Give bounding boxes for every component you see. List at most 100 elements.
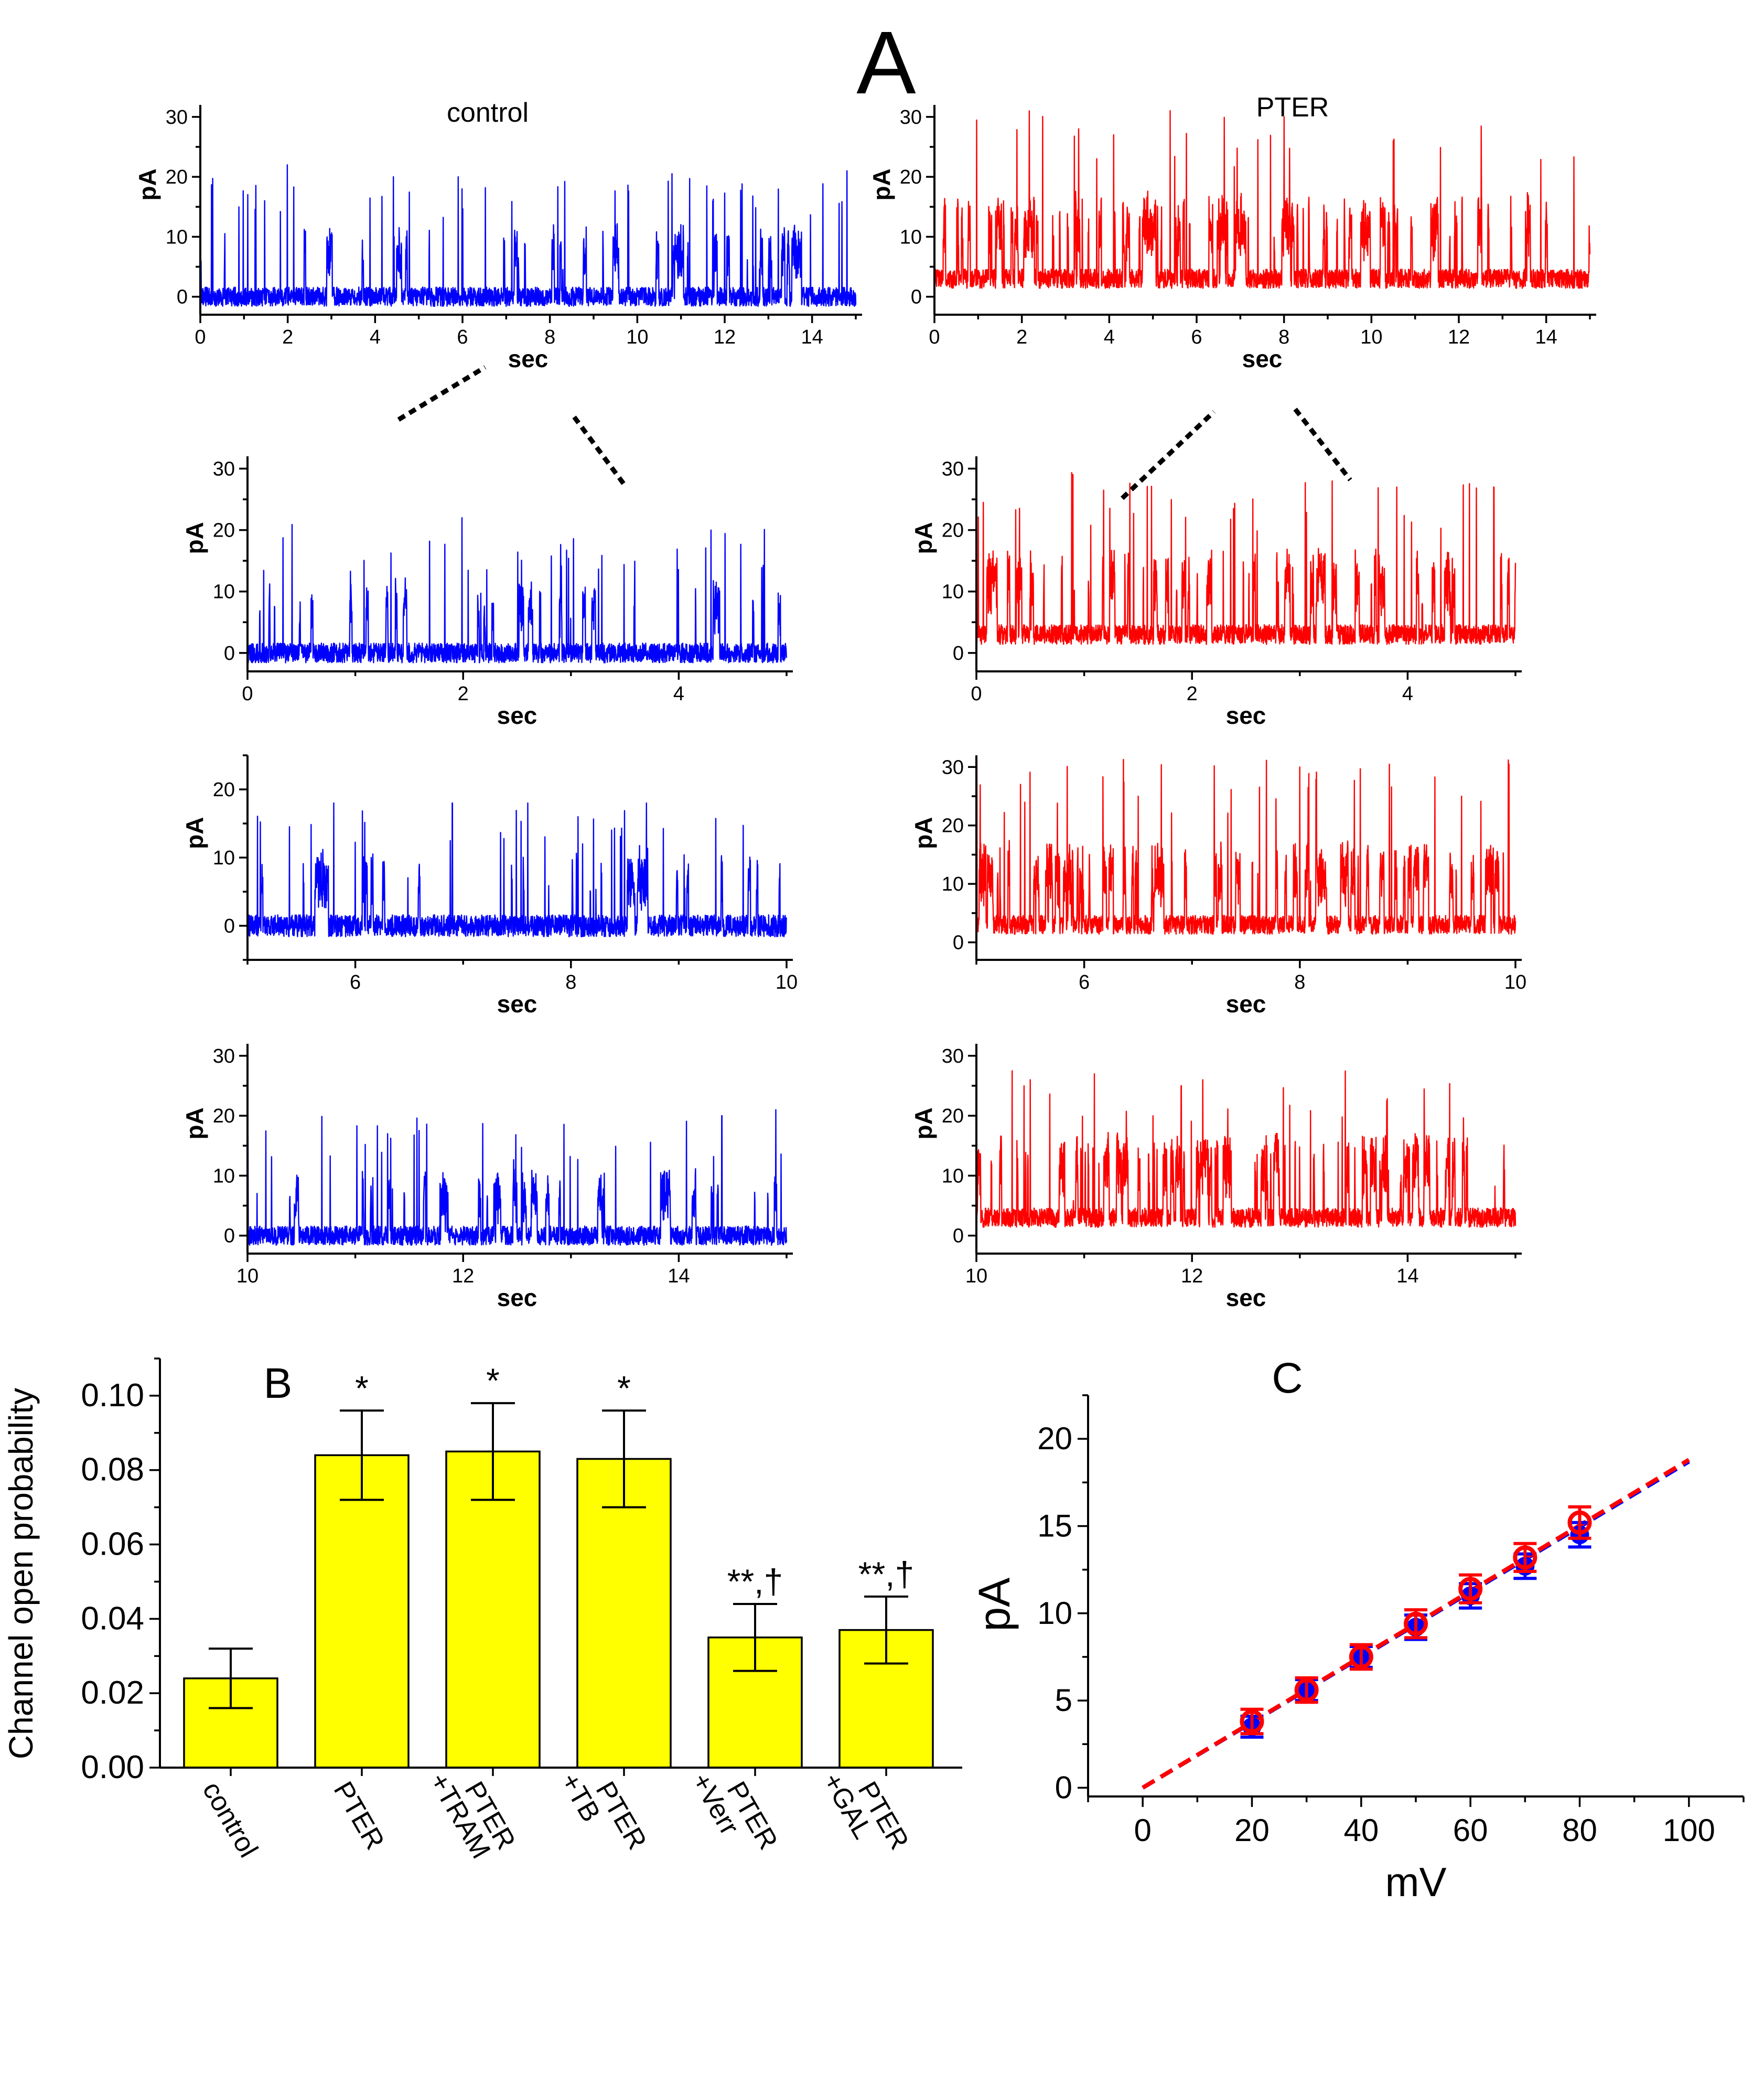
x-tick-label: 0 [195, 326, 206, 348]
x-tick-label: 12 [1448, 326, 1470, 348]
significance-marker: * [617, 1368, 631, 1407]
x-tick-label: 100 [1663, 1813, 1715, 1848]
y-tick-label: 0.10 [81, 1377, 144, 1414]
y-tick-label: 10 [942, 581, 964, 603]
x-tick-label: 80 [1562, 1813, 1597, 1848]
y-tick-label: 30 [942, 1045, 964, 1067]
x-tick-label: 0 [242, 683, 253, 705]
x-tick-label: 6 [350, 971, 361, 993]
x-tick-label: 10 [1504, 971, 1526, 993]
y-tick-label: 10 [213, 581, 235, 603]
category-label: PTER+Verr [685, 1755, 783, 1868]
y-tick-label: 30 [942, 756, 964, 778]
current-trace [199, 164, 857, 307]
y-axis-label: pA [134, 168, 161, 200]
x-axis-label: mV [1385, 1859, 1447, 1905]
significance-marker: * [486, 1361, 500, 1400]
x-tick-label: 14 [801, 326, 823, 348]
x-tick-label: 8 [1278, 326, 1289, 348]
panel-c-label: C [1272, 1354, 1303, 1402]
y-tick-label: 30 [166, 106, 188, 129]
y-tick-label: 30 [900, 106, 922, 129]
x-tick-label: 8 [544, 326, 555, 348]
y-tick-label: 0.00 [81, 1749, 144, 1785]
x-tick-label: 8 [1294, 971, 1305, 993]
y-axis-label: pA [868, 168, 895, 200]
category-label: PTER+TB [554, 1755, 652, 1868]
y-axis-label: pA [910, 522, 937, 554]
x-tick-label: 10 [965, 1265, 987, 1287]
point-pter [1458, 1577, 1483, 1601]
y-tick-label: 20 [213, 520, 235, 542]
x-tick-label: 4 [1402, 683, 1413, 705]
point-pter [1294, 1678, 1319, 1703]
current-trace [246, 517, 788, 664]
y-axis-label: pA [910, 817, 937, 849]
x-tick-label: 40 [1343, 1813, 1379, 1848]
x-tick-label: 4 [673, 683, 684, 705]
y-tick-label: 0 [177, 286, 188, 308]
x-axis-label: sec [497, 702, 537, 729]
x-tick-label: 12 [452, 1265, 474, 1287]
x-tick-label: 60 [1453, 1813, 1488, 1848]
y-tick-label: 0.04 [81, 1600, 144, 1636]
x-tick-label: 20 [1234, 1813, 1270, 1848]
zoom-dash-control-left [397, 365, 487, 422]
x-tick-label: 10 [1360, 326, 1382, 348]
trace-plot-control-full: 0 2 4 6 8 10 12 14 0 10 20 30 sec pA [134, 105, 862, 372]
x-tick-label: 10 [236, 1265, 259, 1287]
zoom-dash-pter-left [1120, 410, 1216, 500]
x-axis-label: sec [1226, 702, 1266, 729]
pter-title: PTER [1256, 92, 1329, 123]
current-trace [933, 110, 1591, 289]
y-axis-label: pA [181, 522, 208, 554]
y-tick-label: 20 [900, 166, 922, 188]
trace-plot-control-5-10s: 6 8 10 0 10 20 sec pA [181, 754, 798, 1018]
x-tick-label: 12 [1181, 1265, 1203, 1287]
current-trace [975, 472, 1516, 645]
x-tick-label: 12 [714, 326, 736, 348]
significance-marker: **,† [858, 1555, 914, 1593]
trace-plot-pter-full: 0 2 4 6 8 10 12 14 0 10 20 30 sec pA [868, 105, 1596, 372]
x-tick-label: 6 [457, 326, 468, 348]
x-tick-label: 14 [668, 1265, 690, 1287]
category-label-line: +TB [554, 1768, 606, 1827]
x-tick-label: 4 [370, 326, 381, 348]
zoom-dash-pter-right [1293, 408, 1352, 482]
y-tick-label: 0 [953, 1225, 964, 1247]
category-label-line: PTER [328, 1777, 391, 1855]
x-tick-label: 2 [282, 326, 293, 348]
y-tick-label: 0 [1055, 1770, 1072, 1805]
y-tick-label: 0 [224, 915, 235, 937]
y-tick-label: 20 [942, 815, 964, 837]
x-tick-label: 2 [458, 683, 469, 705]
y-axis-label: Channel open probability [2, 1388, 40, 1759]
x-tick-label: 8 [565, 971, 576, 993]
y-tick-label: 0 [224, 1225, 235, 1247]
x-axis-label: sec [508, 345, 548, 372]
x-axis-label: sec [497, 1284, 537, 1311]
category-label: control [197, 1777, 264, 1863]
category-label: PTER [328, 1777, 391, 1855]
panel-a-label: A [856, 13, 916, 113]
current-trace [246, 1109, 788, 1246]
point-pter [1349, 1644, 1373, 1669]
point-pter [1567, 1510, 1592, 1535]
y-tick-label: 10 [942, 873, 964, 895]
y-tick-label: 15 [1037, 1508, 1072, 1543]
y-tick-label: 0.06 [81, 1526, 144, 1563]
y-tick-label: 0 [911, 286, 922, 308]
y-tick-label: 20 [213, 1105, 235, 1127]
y-tick-label: 0.02 [81, 1675, 144, 1711]
y-axis-label: pA [181, 817, 208, 849]
x-tick-label: 2 [1187, 683, 1198, 705]
x-tick-label: 10 [626, 326, 648, 348]
category-label: PTER+GAL [816, 1755, 915, 1868]
x-tick-label: 14 [1396, 1265, 1418, 1287]
y-tick-label: 10 [213, 847, 235, 869]
x-axis-label: sec [497, 990, 537, 1018]
iv-scatter-plot: 0 20 40 60 80 100 0 5 10 15 20 mV pA [970, 1394, 1745, 1905]
zoom-dash-control-right [572, 415, 629, 489]
